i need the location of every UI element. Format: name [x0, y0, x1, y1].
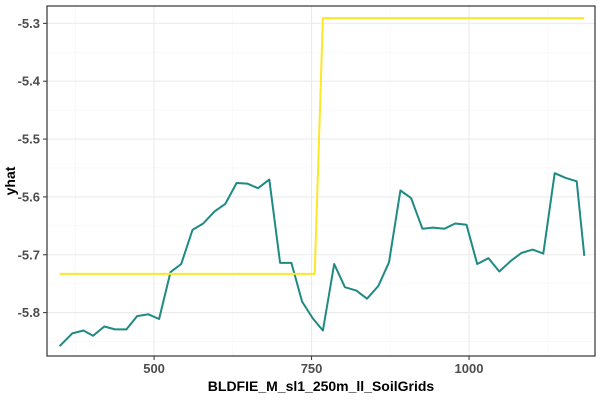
x-tick-label-1: 750	[301, 361, 323, 376]
y-tick-label-5: -5.8	[18, 305, 40, 320]
y-tick-label-1: -5.4	[18, 74, 41, 89]
x-axis: 500 750 1000	[143, 356, 483, 376]
x-tick-label-0: 500	[143, 361, 165, 376]
y-tick-label-4: -5.7	[18, 247, 40, 262]
y-tick-label-0: -5.3	[18, 16, 40, 31]
y-tick-label-2: -5.5	[18, 132, 40, 147]
grid-minor	[47, 6, 595, 356]
series-layer	[58, 17, 586, 347]
x-tick-label-2: 1000	[455, 361, 484, 376]
panel-border	[46, 5, 596, 357]
y-tick-label-3: -5.6	[18, 189, 40, 204]
y-axis-title: yhat	[2, 166, 18, 195]
y-axis: -5.3 -5.4 -5.5 -5.6 -5.7 -5.8	[18, 16, 47, 320]
series-line-0	[58, 172, 586, 347]
x-axis-title: BLDFIE_M_sl1_250m_ll_SoilGrids	[208, 378, 435, 394]
grid-major	[47, 6, 595, 356]
series-line-1	[59, 17, 585, 275]
